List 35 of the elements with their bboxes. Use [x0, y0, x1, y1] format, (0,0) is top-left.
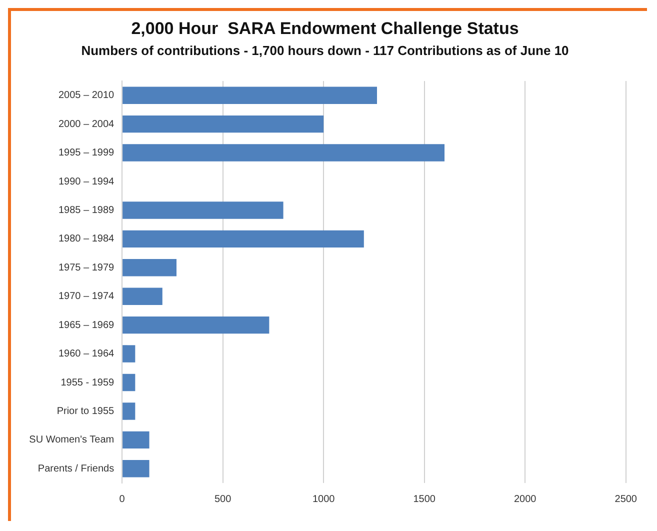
x-tick-label: 0 [119, 494, 126, 505]
chart-subtitle: Numbers of contributions - 1,700 hours down - 117 Contributions as of June 10 [81, 42, 569, 58]
x-tick-label: 2500 [614, 494, 638, 505]
y-tick-label: 1970 – 1974 [58, 291, 115, 302]
y-tick-label: 1965 – 1969 [58, 320, 115, 331]
y-tick-label: Prior to 1955 [56, 406, 115, 417]
y-tick-label: 1960 – 1964 [58, 348, 115, 360]
bar [122, 288, 162, 305]
bar [122, 345, 136, 362]
bar [122, 402, 136, 420]
x-tick-label: 1000 [312, 494, 336, 505]
y-tick-label: 1985 – 1989 [58, 204, 115, 216]
bar [122, 316, 270, 334]
bar [122, 460, 150, 478]
bar [122, 374, 136, 392]
y-tick-label: 1955 - 1959 [60, 377, 115, 388]
y-tick-label: Parents / Friends [38, 463, 114, 474]
bar [122, 115, 324, 133]
y-tick-label: 1995 – 1999 [58, 148, 115, 159]
y-tick-label: 2005 – 2010 [58, 90, 115, 102]
x-tick-label: 2000 [514, 494, 537, 505]
x-tick-label: 500 [214, 494, 232, 505]
x-tick-label: 1500 [413, 494, 436, 505]
y-tick-label: 2000 – 2004 [58, 118, 115, 130]
y-tick-label: 1975 – 1979 [58, 262, 115, 274]
y-tick-label: 1990 – 1994 [58, 176, 115, 188]
bar [122, 202, 284, 219]
chart-title: 2,000 Hour SARA Endowment Challenge Status [131, 18, 519, 38]
bar [122, 259, 176, 276]
bar [122, 431, 150, 449]
y-tick-label: SU Women's Team [29, 434, 114, 446]
bar [122, 230, 364, 248]
y-tick-label: 1980 – 1984 [58, 234, 115, 245]
bar [122, 144, 445, 162]
bar [122, 86, 378, 104]
